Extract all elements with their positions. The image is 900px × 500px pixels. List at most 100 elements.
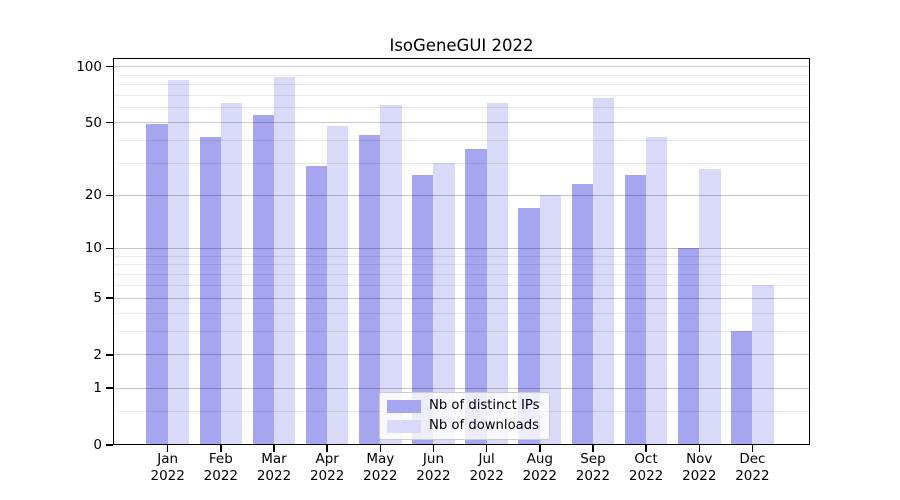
x-tick-mark bbox=[751, 445, 754, 452]
x-tick-year: 2022 bbox=[309, 467, 345, 484]
bar-downloads bbox=[539, 195, 562, 445]
legend: Nb of distinct IPs Nb of downloads bbox=[379, 392, 550, 440]
y-gridline-major bbox=[113, 387, 810, 389]
bar-downloads bbox=[646, 136, 668, 445]
x-tick-label: Feb 2022 bbox=[189, 451, 253, 484]
bar-downloads bbox=[433, 163, 455, 445]
x-tick-month: Nov bbox=[686, 451, 713, 467]
bar-distinct-ips bbox=[677, 248, 700, 445]
y-gridline-minor bbox=[113, 162, 810, 164]
x-tick-label: Dec 2022 bbox=[720, 451, 784, 484]
x-tick-year: 2022 bbox=[256, 467, 292, 484]
y-gridline-major bbox=[113, 66, 810, 68]
y-tick-mark bbox=[106, 65, 113, 68]
x-tick-year: 2022 bbox=[735, 467, 770, 484]
x-tick-label: Aug 2022 bbox=[508, 451, 572, 484]
y-gridline-major bbox=[113, 194, 810, 196]
bar-downloads bbox=[699, 168, 721, 445]
x-tick-year: 2022 bbox=[469, 467, 504, 484]
y-tick-label: 10 bbox=[84, 240, 102, 257]
x-tick-month: Apr bbox=[315, 451, 339, 467]
y-gridline-major bbox=[113, 122, 810, 124]
x-tick-label: Apr 2022 bbox=[295, 451, 359, 484]
x-tick-year: 2022 bbox=[150, 467, 185, 484]
x-tick-year: 2022 bbox=[628, 467, 664, 484]
x-tick-mark bbox=[645, 445, 647, 452]
x-tick-label: Sep 2022 bbox=[561, 451, 625, 484]
x-tick-month: Jun bbox=[422, 451, 445, 467]
legend-item-distinct-ips: Nb of distinct IPs bbox=[387, 398, 540, 414]
y-tick-label: 2 bbox=[93, 346, 102, 363]
x-tick-year: 2022 bbox=[522, 467, 557, 484]
bar-downloads bbox=[486, 102, 508, 445]
y-tick-mark bbox=[106, 387, 113, 389]
x-tick-mark bbox=[273, 445, 275, 452]
x-tick-label: May 2022 bbox=[348, 451, 412, 484]
x-tick-label: Mar 2022 bbox=[242, 451, 306, 484]
bar-downloads bbox=[220, 102, 243, 445]
bar-distinct-ips bbox=[359, 134, 381, 445]
x-tick-year: 2022 bbox=[203, 467, 239, 484]
y-gridline-major bbox=[113, 247, 810, 249]
bar-distinct-ips bbox=[146, 124, 168, 445]
x-tick-mark bbox=[166, 445, 169, 452]
x-tick-month: Feb bbox=[208, 451, 233, 467]
x-tick-label: Jul 2022 bbox=[455, 451, 519, 484]
bar-distinct-ips bbox=[252, 114, 274, 445]
legend-label-distinct-ips: Nb of distinct IPs bbox=[429, 398, 540, 413]
x-tick-year: 2022 bbox=[416, 467, 451, 484]
legend-label-downloads: Nb of downloads bbox=[429, 418, 539, 433]
chart-title: IsoGeneGUI 2022 bbox=[389, 36, 534, 55]
bar-downloads bbox=[327, 125, 349, 445]
y-tick-label: 1 bbox=[93, 380, 102, 397]
y-tick-label: 50 bbox=[84, 114, 102, 131]
y-gridline-minor bbox=[113, 84, 810, 86]
bar-distinct-ips bbox=[465, 148, 487, 445]
y-tick-mark bbox=[106, 194, 113, 197]
x-tick-mark bbox=[379, 445, 382, 452]
x-tick-label: Jan 2022 bbox=[136, 451, 200, 484]
x-tick-label: Nov 2022 bbox=[667, 451, 731, 484]
bar-distinct-ips bbox=[199, 136, 221, 445]
legend-swatch-downloads bbox=[387, 419, 421, 433]
x-tick-month: Jan bbox=[157, 451, 179, 467]
x-tick-mark bbox=[432, 445, 435, 452]
y-tick-mark bbox=[106, 297, 113, 299]
bar-distinct-ips bbox=[518, 208, 540, 445]
y-gridline-minor bbox=[113, 330, 810, 332]
y-tick-mark bbox=[106, 444, 113, 446]
x-tick-label: Jun 2022 bbox=[401, 451, 465, 484]
bar-distinct-ips bbox=[412, 174, 434, 445]
y-tick-mark bbox=[106, 354, 113, 356]
y-tick-label: 5 bbox=[93, 290, 102, 307]
x-tick-mark bbox=[539, 445, 541, 452]
x-tick-month: Jul bbox=[478, 451, 495, 467]
y-tick-label: 100 bbox=[76, 58, 102, 75]
bar-downloads bbox=[274, 76, 296, 445]
y-gridline-minor bbox=[113, 312, 810, 314]
x-tick-month: May bbox=[366, 451, 395, 467]
bar-distinct-ips bbox=[571, 184, 593, 445]
x-tick-year: 2022 bbox=[682, 467, 717, 484]
bar-downloads bbox=[592, 97, 615, 445]
bar-distinct-ips bbox=[305, 166, 328, 445]
y-tick-label: 20 bbox=[84, 187, 102, 204]
bar-downloads bbox=[167, 79, 189, 445]
y-tick-mark bbox=[106, 121, 113, 124]
y-tick-label: 0 bbox=[93, 437, 102, 453]
y-gridline-minor bbox=[113, 139, 810, 141]
y-tick-mark bbox=[106, 247, 113, 250]
x-tick-month: Mar bbox=[261, 451, 287, 467]
x-tick-year: 2022 bbox=[575, 467, 611, 484]
plot-area: Nb of distinct IPs Nb of downloads bbox=[113, 58, 810, 445]
legend-item-downloads: Nb of downloads bbox=[387, 418, 540, 434]
x-tick-year: 2022 bbox=[363, 467, 398, 484]
y-gridline-minor bbox=[113, 264, 810, 266]
x-tick-month: Sep bbox=[580, 451, 606, 467]
y-gridline-minor bbox=[113, 94, 810, 96]
bar-downloads bbox=[752, 285, 774, 445]
bar-downloads bbox=[380, 105, 402, 445]
x-tick-mark bbox=[485, 445, 488, 452]
x-tick-month: Aug bbox=[526, 451, 553, 467]
y-gridline-major bbox=[113, 297, 810, 299]
